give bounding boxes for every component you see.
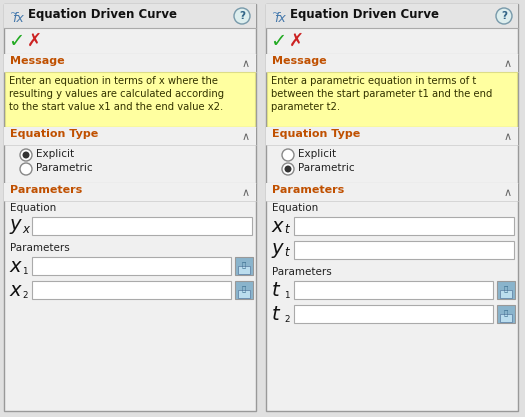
Text: Message: Message bbox=[10, 56, 65, 66]
Circle shape bbox=[285, 166, 291, 173]
Text: Enter a parametric equation in terms of t: Enter a parametric equation in terms of … bbox=[271, 76, 476, 86]
Bar bbox=[266, 183, 518, 201]
Text: Equation Driven Curve: Equation Driven Curve bbox=[28, 8, 177, 21]
Bar bbox=[294, 241, 514, 259]
Text: $\mathit{t}$: $\mathit{t}$ bbox=[284, 246, 291, 259]
Bar bbox=[4, 4, 256, 411]
Circle shape bbox=[496, 8, 512, 24]
Text: Equation Driven Curve: Equation Driven Curve bbox=[290, 8, 439, 21]
Text: $\mathit{x}$: $\mathit{x}$ bbox=[9, 256, 23, 276]
Text: ⌒: ⌒ bbox=[242, 286, 246, 292]
Text: $\mathit{y}$: $\mathit{y}$ bbox=[271, 241, 285, 259]
Text: ∧: ∧ bbox=[504, 188, 512, 198]
Text: $\mathit{t}$: $\mathit{t}$ bbox=[271, 281, 281, 299]
Text: ✗: ✗ bbox=[26, 32, 41, 50]
Text: ⌒: ⌒ bbox=[242, 262, 246, 268]
Circle shape bbox=[234, 8, 250, 24]
Text: ⌒: ⌒ bbox=[504, 286, 508, 292]
Text: Equation: Equation bbox=[272, 203, 318, 213]
Bar bbox=[4, 4, 256, 28]
Text: parameter t2.: parameter t2. bbox=[271, 102, 340, 112]
Text: Equation Type: Equation Type bbox=[10, 129, 98, 139]
Text: ⌒: ⌒ bbox=[504, 310, 508, 317]
Text: Explicit: Explicit bbox=[36, 149, 74, 159]
Text: ∧: ∧ bbox=[242, 59, 250, 69]
Bar bbox=[32, 257, 231, 275]
Text: $\mathit{x}$: $\mathit{x}$ bbox=[271, 216, 285, 236]
Text: ?: ? bbox=[501, 11, 507, 21]
Circle shape bbox=[282, 149, 294, 161]
Text: $_{2}$: $_{2}$ bbox=[284, 311, 291, 324]
Text: Enter an equation in terms of x where the: Enter an equation in terms of x where th… bbox=[9, 76, 218, 86]
Text: Parameters: Parameters bbox=[10, 185, 82, 195]
Circle shape bbox=[282, 163, 294, 175]
Bar bbox=[4, 183, 256, 201]
Text: ∧: ∧ bbox=[242, 188, 250, 198]
Text: to the start value x1 and the end value x2.: to the start value x1 and the end value … bbox=[9, 102, 223, 112]
Bar bbox=[32, 217, 252, 235]
Text: Equation: Equation bbox=[10, 203, 56, 213]
Bar bbox=[500, 290, 512, 298]
Text: ✓: ✓ bbox=[270, 32, 286, 50]
Text: ~: ~ bbox=[10, 9, 18, 19]
Bar bbox=[4, 54, 256, 72]
Text: ∧: ∧ bbox=[504, 59, 512, 69]
Text: ✗: ✗ bbox=[288, 32, 303, 50]
Text: Parametric: Parametric bbox=[298, 163, 354, 173]
Bar bbox=[238, 290, 250, 298]
Text: Parametric: Parametric bbox=[36, 163, 92, 173]
Text: $\mathit{t}$: $\mathit{t}$ bbox=[271, 304, 281, 324]
Text: $\mathit{x}$: $\mathit{x}$ bbox=[22, 223, 32, 236]
Circle shape bbox=[20, 149, 32, 161]
Text: fx: fx bbox=[274, 12, 286, 25]
Text: Message: Message bbox=[272, 56, 327, 66]
Text: Parameters: Parameters bbox=[272, 267, 332, 277]
Bar bbox=[267, 72, 517, 127]
Bar bbox=[4, 127, 256, 145]
Bar bbox=[294, 217, 514, 235]
Bar bbox=[497, 305, 515, 323]
Circle shape bbox=[20, 163, 32, 175]
Bar bbox=[32, 281, 231, 299]
Text: $\mathit{t}$: $\mathit{t}$ bbox=[284, 223, 291, 236]
Text: $\mathit{x}$: $\mathit{x}$ bbox=[9, 281, 23, 299]
Bar bbox=[266, 4, 518, 28]
Text: between the start parameter t1 and the end: between the start parameter t1 and the e… bbox=[271, 89, 492, 99]
Text: ~: ~ bbox=[272, 9, 280, 19]
Bar bbox=[266, 4, 518, 411]
Text: resulting y values are calculated according: resulting y values are calculated accord… bbox=[9, 89, 224, 99]
Bar bbox=[266, 54, 518, 72]
Text: ∧: ∧ bbox=[504, 132, 512, 142]
Bar bbox=[500, 314, 512, 322]
Bar bbox=[5, 72, 255, 127]
Circle shape bbox=[23, 151, 29, 158]
Bar bbox=[238, 266, 250, 274]
Text: ✓: ✓ bbox=[8, 32, 24, 50]
Text: $_{2}$: $_{2}$ bbox=[22, 287, 29, 301]
Text: ∧: ∧ bbox=[242, 132, 250, 142]
Bar bbox=[497, 281, 515, 299]
Text: ?: ? bbox=[239, 11, 245, 21]
Bar bbox=[235, 257, 253, 275]
Text: $\mathit{y}$: $\mathit{y}$ bbox=[9, 216, 23, 236]
Bar bbox=[294, 281, 493, 299]
Bar bbox=[294, 305, 493, 323]
Bar bbox=[235, 281, 253, 299]
Text: $_{1}$: $_{1}$ bbox=[284, 287, 291, 301]
Text: Parameters: Parameters bbox=[272, 185, 344, 195]
Text: $_{1}$: $_{1}$ bbox=[22, 264, 29, 276]
Text: fx: fx bbox=[12, 12, 24, 25]
Text: Equation Type: Equation Type bbox=[272, 129, 360, 139]
Text: Parameters: Parameters bbox=[10, 243, 70, 253]
Bar bbox=[266, 127, 518, 145]
Text: Explicit: Explicit bbox=[298, 149, 336, 159]
